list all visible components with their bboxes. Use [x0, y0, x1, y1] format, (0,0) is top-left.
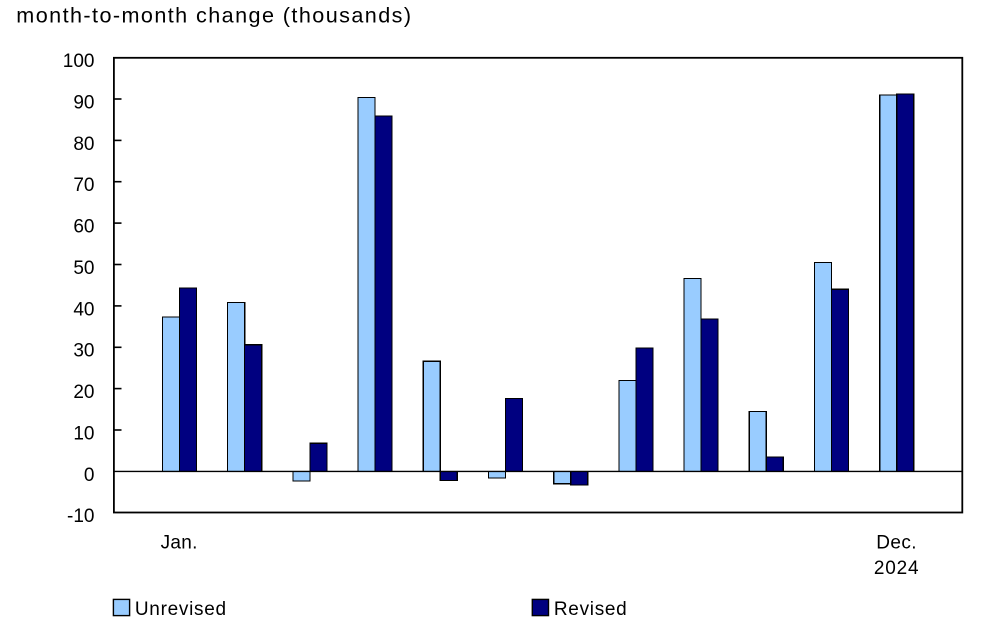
svg-text:30: 30: [73, 341, 94, 362]
svg-text:Jan.: Jan.: [161, 532, 198, 553]
svg-text:70: 70: [73, 175, 94, 196]
svg-text:Revised: Revised: [554, 599, 628, 620]
svg-text:90: 90: [73, 92, 94, 113]
svg-text:0: 0: [84, 465, 95, 486]
svg-text:60: 60: [73, 217, 94, 238]
svg-text:Unrevised: Unrevised: [135, 599, 227, 620]
svg-text:100: 100: [63, 51, 95, 72]
svg-text:10: 10: [73, 423, 94, 444]
svg-text:40: 40: [73, 299, 94, 320]
svg-text:20: 20: [73, 382, 94, 403]
svg-text:50: 50: [73, 258, 94, 279]
svg-text:Dec.: Dec.: [876, 532, 917, 553]
svg-text:-10: -10: [67, 506, 94, 527]
svg-text:month-to-month change (thousan: month-to-month change (thousands): [16, 3, 412, 28]
svg-text:80: 80: [73, 134, 94, 155]
svg-text:2024: 2024: [874, 558, 919, 579]
